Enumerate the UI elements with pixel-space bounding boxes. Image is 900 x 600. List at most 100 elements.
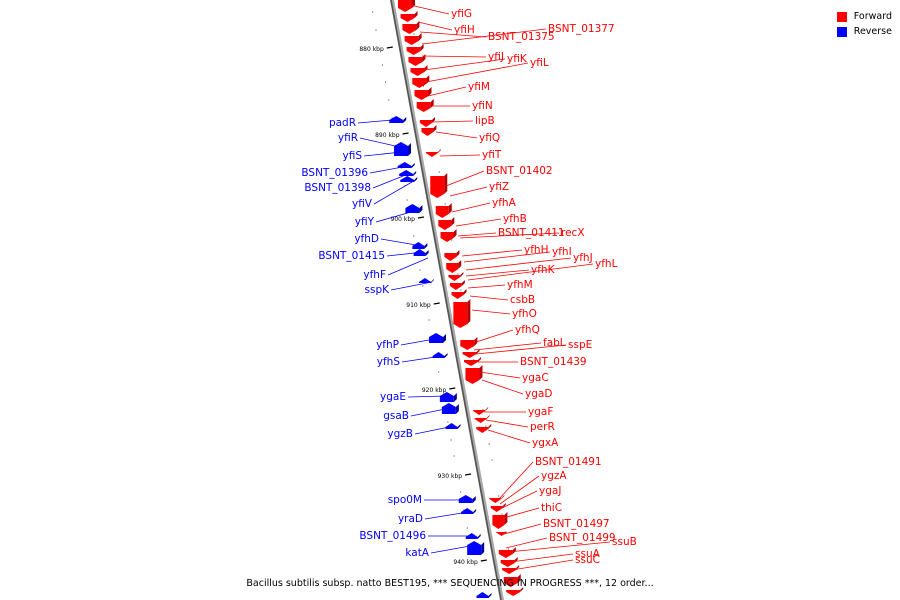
leader-line (439, 154, 481, 157)
reverse-gene-block (441, 403, 459, 414)
forward-gene-label: yfiQ (479, 132, 500, 144)
forward-gene-label: yfiH (454, 24, 475, 36)
forward-gene-label: yfhK (531, 264, 556, 276)
map-caption: Bacillus subtilis subsp. natto BEST195, … (246, 578, 654, 589)
leader-line (387, 257, 429, 276)
forward-gene-label: ssuC (575, 554, 600, 566)
gene-face (394, 142, 409, 156)
forward-gene-block (444, 250, 460, 261)
scale-label: 890 kbp (375, 132, 400, 139)
forward-gene-block (402, 21, 420, 34)
legend: Forward Reverse (836, 9, 892, 39)
gene-side (458, 260, 462, 269)
gene-face (453, 302, 468, 328)
forward-gene-block (414, 87, 432, 100)
forward-gene-label: BSNT_01402 (486, 165, 553, 177)
forward-gene-block (410, 65, 428, 76)
leader-line (461, 249, 523, 257)
scale-tick (433, 302, 440, 305)
gene-side (420, 44, 424, 51)
leader-line (497, 461, 534, 501)
forward-gene-label: ssuA (575, 548, 601, 560)
gene-side (461, 280, 465, 286)
gene-side (501, 495, 505, 499)
leader-line (386, 251, 425, 257)
forward-gene-label: ygaJ (539, 485, 561, 497)
gene-side (425, 250, 429, 256)
leader-line (487, 429, 531, 444)
forward-gene-block (503, 574, 521, 587)
leader-line (359, 137, 405, 149)
scale-label: 880 kbp (359, 46, 384, 53)
leader-line (459, 232, 560, 239)
leader-line (509, 553, 574, 563)
backbone-line (390, 0, 502, 600)
leader-line (414, 425, 455, 435)
leader-line (427, 86, 467, 97)
gene-side (444, 173, 448, 194)
gene-face (412, 78, 427, 88)
gene-side (488, 593, 492, 598)
reverse-gene-block (397, 162, 415, 168)
forward-gene-label: yfhJ (573, 252, 593, 264)
gene-face (408, 57, 423, 66)
leader-line (407, 395, 447, 398)
forward-gene-label: yfiG (451, 8, 472, 20)
forward-gene-label: ygzA (541, 470, 567, 482)
forward-gene-label: sspE (568, 339, 592, 351)
leader-line (465, 269, 530, 277)
gene-side (444, 353, 448, 358)
leader-line (430, 545, 471, 554)
gene-side (408, 143, 412, 156)
forward-gene-label: yfhM (507, 279, 533, 291)
gene-side (481, 542, 485, 555)
forward-gene-block (446, 260, 462, 273)
gene-side (472, 496, 476, 503)
forward-gene-label: yfiK (507, 53, 528, 65)
leader-line (507, 541, 611, 553)
gene-face (451, 292, 464, 299)
forward-gene-block (453, 299, 471, 328)
forward-gene-block (425, 149, 441, 157)
forward-gene-label: BSNT_01411 (498, 227, 565, 239)
reverse-gene-label: spo0M (388, 494, 422, 506)
leader-line (471, 309, 511, 315)
leader-line (503, 523, 542, 535)
gene-face (438, 220, 452, 230)
gene-side (474, 337, 478, 346)
forward-gene-block (463, 357, 481, 366)
forward-gene-block (416, 99, 434, 112)
forward-gene-block (448, 272, 464, 281)
gene-side (416, 21, 420, 30)
gene-side (456, 250, 460, 257)
forward-gene-label: yfhI (552, 246, 572, 258)
legend-forward-label: Forward (853, 11, 892, 22)
forward-gene-label: yfhQ (515, 324, 540, 336)
forward-gene-block (474, 415, 490, 423)
reverse-gene-label: yfhF (363, 269, 386, 281)
reverse-gene-label: yraD (398, 513, 423, 525)
forward-gene-label: csbB (510, 294, 535, 306)
gene-side (453, 393, 457, 402)
gene-face (404, 36, 419, 45)
leader-line (419, 31, 487, 38)
leader-line (475, 344, 567, 355)
forward-gene-label: yfhO (512, 308, 537, 320)
scale-tick (449, 387, 456, 390)
forward-gene-block (473, 407, 489, 415)
leader-line (479, 371, 521, 379)
gene-face (435, 206, 449, 218)
gene-side (507, 529, 511, 532)
leader-line (463, 251, 551, 263)
leader-line (373, 181, 413, 205)
gene-side (437, 149, 441, 153)
forward-gene-label: ygaD (525, 388, 552, 400)
reverse-gene-block (405, 204, 423, 213)
forward-gene-label: ygaC (522, 372, 549, 384)
scale-label: 900 kbp (391, 216, 416, 223)
reverse-gene-label: BSNT_01496 (359, 530, 426, 542)
reverse-gene-block (389, 116, 407, 123)
gene-face (498, 550, 513, 558)
gene-side (403, 117, 407, 123)
gene-face (399, 170, 414, 176)
